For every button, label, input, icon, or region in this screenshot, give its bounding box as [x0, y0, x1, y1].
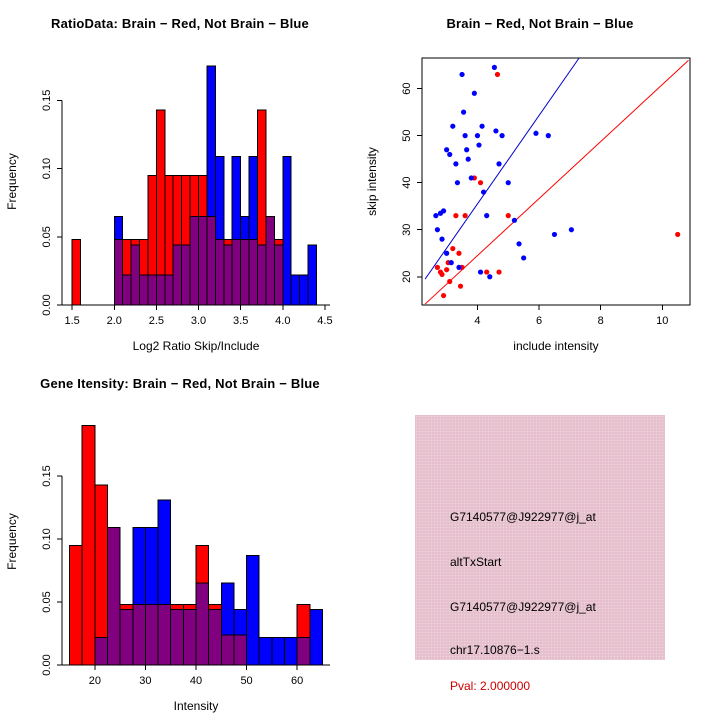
svg-text:3.0: 3.0 [191, 315, 206, 327]
svg-text:8: 8 [598, 315, 604, 327]
svg-text:6: 6 [536, 315, 542, 327]
intensity-scatter-title: Brain − Red, Not Brain − Blue [446, 16, 634, 31]
svg-text:60: 60 [401, 82, 413, 94]
panel-ratio-histogram: RatioData: Brain − Red, Not Brain − Blue… [0, 0, 360, 360]
ratio-histogram-title: RatioData: Brain − Red, Not Brain − Blue [51, 16, 309, 31]
svg-text:0.00: 0.00 [41, 654, 53, 675]
svg-text:10: 10 [656, 315, 668, 327]
gene-intensity-histogram-title: Gene Itensity: Brain − Red, Not Brain − … [40, 376, 320, 391]
svg-text:0.10: 0.10 [41, 158, 53, 179]
svg-text:0.05: 0.05 [41, 591, 53, 612]
svg-text:40: 40 [190, 675, 202, 687]
svg-text:0.10: 0.10 [41, 528, 53, 549]
svg-text:Frequency: Frequency [5, 513, 19, 570]
svg-text:Intensity: Intensity [174, 699, 219, 713]
svg-text:0.15: 0.15 [41, 465, 53, 486]
svg-text:4.0: 4.0 [275, 315, 290, 327]
svg-text:60: 60 [291, 675, 303, 687]
svg-text:40: 40 [401, 177, 413, 189]
svg-text:3.5: 3.5 [233, 315, 248, 327]
svg-text:skip intensity: skip intensity [365, 147, 379, 216]
svg-text:0.00: 0.00 [41, 294, 53, 315]
svg-text:30: 30 [139, 675, 151, 687]
probe-id-line: G7140577@J922977@j_at [450, 510, 596, 524]
info-box: G7140577@J922977@j_at altTxStart G714057… [415, 415, 665, 693]
chromosome-location-line: chr17.10876−1.s [450, 643, 540, 657]
pval-line: Pval: 2.000000 [450, 679, 531, 693]
panel-info: G7140577@J922977@j_at altTxStart G714057… [360, 360, 720, 720]
intensity-scatter-plot: 4 6 8 10 20 30 40 50 60 include intensity skip int… [365, 57, 691, 353]
svg-text:4: 4 [474, 315, 480, 327]
panel-gene-intensity-histogram: Gene Itensity: Brain − Red, Not Brain − … [0, 360, 360, 720]
gene-intensity-histogram-plot: 20 30 40 50 60 0.00 0.05 0.10 0.15 Intensity Frequ… [5, 425, 330, 713]
probe-id-line-2: G7140577@J922977@j_at [450, 600, 596, 614]
svg-text:20: 20 [89, 675, 101, 687]
svg-text:include intensity: include intensity [513, 339, 598, 353]
ratio-histogram-plot: 1.5 2.0 2.5 3.0 3.5 4.0 4.5 0.00 0.05 0.10 0.15 Log… [5, 65, 333, 353]
svg-text:0.05: 0.05 [41, 226, 53, 247]
svg-text:0.15: 0.15 [41, 90, 53, 111]
panel-intensity-scatter: Brain − Red, Not Brain − Blue 4 6 8 10 20 30 4… [360, 0, 720, 360]
svg-text:2.0: 2.0 [107, 315, 122, 327]
svg-text:Log2 Ratio Skip/Include: Log2 Ratio Skip/Include [133, 339, 260, 353]
svg-text:20: 20 [401, 271, 413, 283]
svg-text:1.5: 1.5 [64, 315, 79, 327]
svg-text:4.5: 4.5 [317, 315, 332, 327]
svg-text:2.5: 2.5 [149, 315, 164, 327]
svg-text:Frequency: Frequency [5, 153, 19, 210]
svg-text:30: 30 [401, 224, 413, 236]
svg-text:50: 50 [240, 675, 252, 687]
event-type-line: altTxStart [450, 555, 502, 569]
svg-text:50: 50 [401, 130, 413, 142]
